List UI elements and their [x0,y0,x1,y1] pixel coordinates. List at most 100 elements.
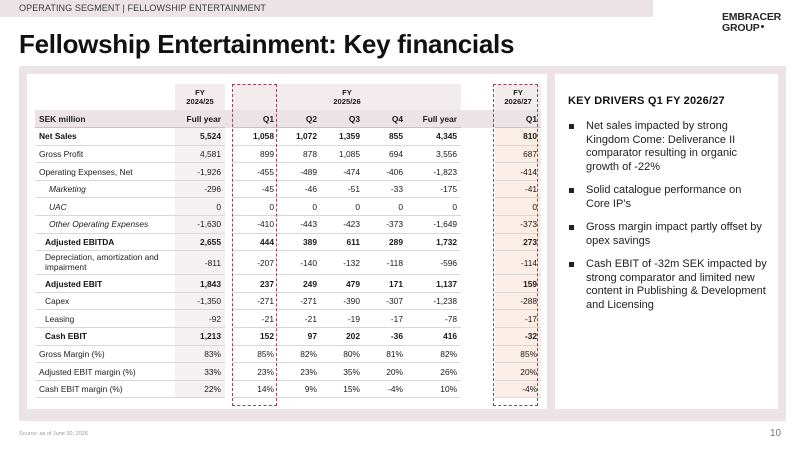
row-label: Gross Profit [35,145,175,164]
column-gap [225,162,233,181]
key-driver-item: Solid catalogue performance on Core IP’s [568,184,768,211]
table-cell: 0 [495,197,542,217]
row-label: Cash EBIT margin (%) [35,380,175,399]
row-label: Depreciation, amortization and impairmen… [35,250,175,276]
table-cell: 15% [321,380,364,399]
column-gap [461,250,496,275]
column-gap [461,309,496,328]
table-cell: 0 [364,197,407,217]
column-gap [225,180,233,198]
key-driver-item: Gross margin impact partly offset by ope… [568,221,768,248]
key-drivers-list: Net sales impacted by strong Kingdom Com… [568,120,768,322]
table-cell: 1,359 [321,127,364,146]
table-cell: -271 [278,292,321,311]
table-cell: 10% [407,380,462,399]
table-cell: -410 [233,215,278,234]
table-cell: -373 [364,215,407,234]
col-header-fy2627-q1: Q1 [495,110,542,129]
table-cell: -1,823 [407,162,462,181]
table-row: Adjusted EBIT margin (%) 33% 23% 23% 35% 20% 2… [35,362,542,381]
header-fy2425: FY 2024/25 [175,84,225,110]
table-group-header-row: FY 2024/25 FY 2025/26 FY 2026/27 [35,84,542,110]
table-cell: 694 [364,145,407,164]
table-cell: -373 [495,215,542,234]
table-cell: 3,556 [407,145,462,164]
header-empty [35,84,175,110]
table-cell: 4,345 [407,127,462,146]
col-header-q2: Q2 [278,110,321,129]
table-cell: -207 [233,250,278,276]
table-cell: -36 [364,327,407,346]
square-bullet-icon [569,262,574,267]
table-cell: 878 [278,145,321,164]
column-gap [225,362,233,381]
table-cell: 20% [495,362,542,381]
square-bullet-icon [569,188,574,193]
table-cell: 0 [175,197,225,217]
table-row: Gross Profit 4,581 899 878 1,085 694 3,556 687 [35,145,542,164]
table-cell: -811 [175,250,225,276]
column-gap [225,215,233,234]
table-row: Depreciation, amortization and impairmen… [35,250,542,276]
page-number: 10 [770,428,782,439]
table-cell: -51 [321,180,364,199]
table-cell: -271 [233,292,278,311]
row-label: Marketing [35,180,175,199]
table-cell: -596 [407,250,462,276]
table-cell: -4% [495,380,542,399]
col-header-fy2425-full: Full year [175,110,225,129]
table-cell: 444 [233,233,278,252]
key-driver-item: Cash EBIT of -32m SEK impacted by strong… [568,258,768,312]
row-label: Adjusted EBIT [35,274,175,293]
table-cell: -78 [407,309,462,329]
key-driver-text: Gross margin impact partly offset by ope… [586,221,762,247]
table-cell: -114 [495,250,542,276]
table-cell: -118 [364,250,407,276]
table-cell: 159 [495,274,542,293]
table-cell: 26% [407,362,462,381]
row-label: Cash EBIT [35,327,175,346]
table-cell: 0 [407,197,462,217]
table-cell: 23% [278,362,321,381]
table-cell: 4,581 [175,145,225,164]
table-cell: -21 [233,309,278,329]
logo-dot-icon [760,25,764,28]
column-gap [461,380,496,398]
table-cell: -474 [321,162,364,181]
table-cell: 97 [278,327,321,346]
col-gap-1 [225,110,233,128]
table-row: Marketing -296 -45 -46 -51 -33 -175 -41 [35,180,542,199]
table-cell: -175 [407,180,462,199]
table-cell: -414 [495,162,542,181]
table-cell: -307 [364,292,407,311]
table-cell: -19 [321,309,364,329]
table-cell: 83% [175,345,225,364]
table-row: Capex -1,350 -271 -271 -390 -307 -1,238 -288 [35,292,542,311]
column-gap [225,145,233,163]
table-cell: 0 [233,197,278,217]
table-cell: 171 [364,274,407,293]
column-gap [225,233,233,251]
table-cell: -288 [495,292,542,311]
table-cell: 82% [278,345,321,364]
table-cell: 85% [495,345,542,364]
table-cell: 416 [407,327,462,346]
table-cell: 82% [407,345,462,364]
table-cell: 20% [364,362,407,381]
fy2526-label: FY 2025/26 [333,88,361,106]
table-cell: -296 [175,180,225,199]
column-gap [461,233,496,251]
table-row: Net Sales 5,524 1,058 1,072 1,359 855 4,345 810 [35,127,542,146]
column-gap [461,162,496,181]
table-cell: -1,238 [407,292,462,311]
column-gap [225,327,233,346]
square-bullet-icon [569,225,574,230]
source-note: Source: as of June 30, 2026 [19,431,88,437]
header-fy2627: FY 2026/27 [495,84,542,110]
table-row: Adjusted EBITDA 2,655 444 389 611 289 1,732 273 [35,233,542,252]
key-drivers-title: KEY DRIVERS Q1 FY 2026/27 [568,95,725,107]
column-gap [461,345,496,363]
logo-line-2-text: GROUP [722,22,760,34]
column-gap [461,145,496,163]
square-bullet-icon [569,124,574,129]
